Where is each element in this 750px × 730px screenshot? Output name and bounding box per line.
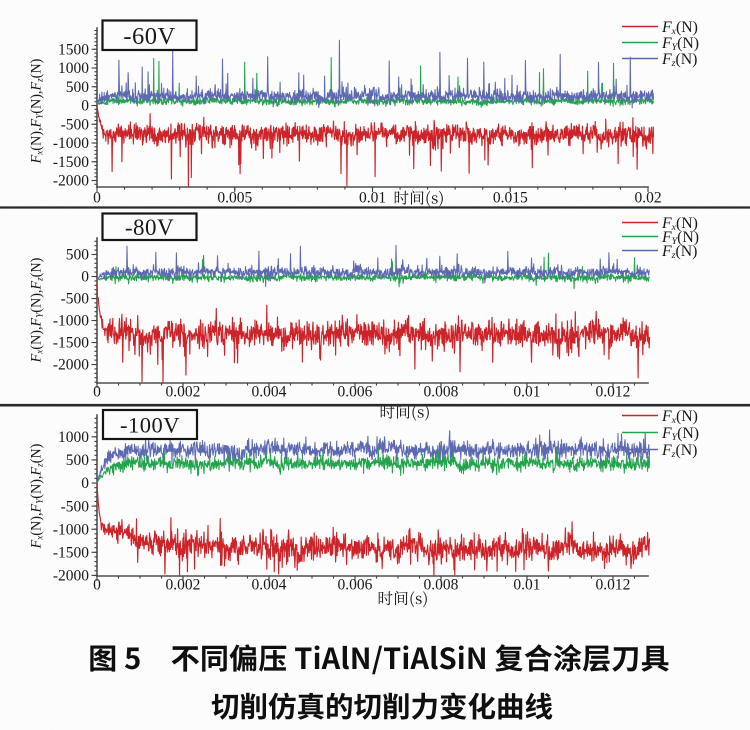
figure-caption-glyphs <box>90 644 669 720</box>
caption-line2-glyphs <box>211 692 553 720</box>
caption-line1-glyphs <box>90 644 669 675</box>
